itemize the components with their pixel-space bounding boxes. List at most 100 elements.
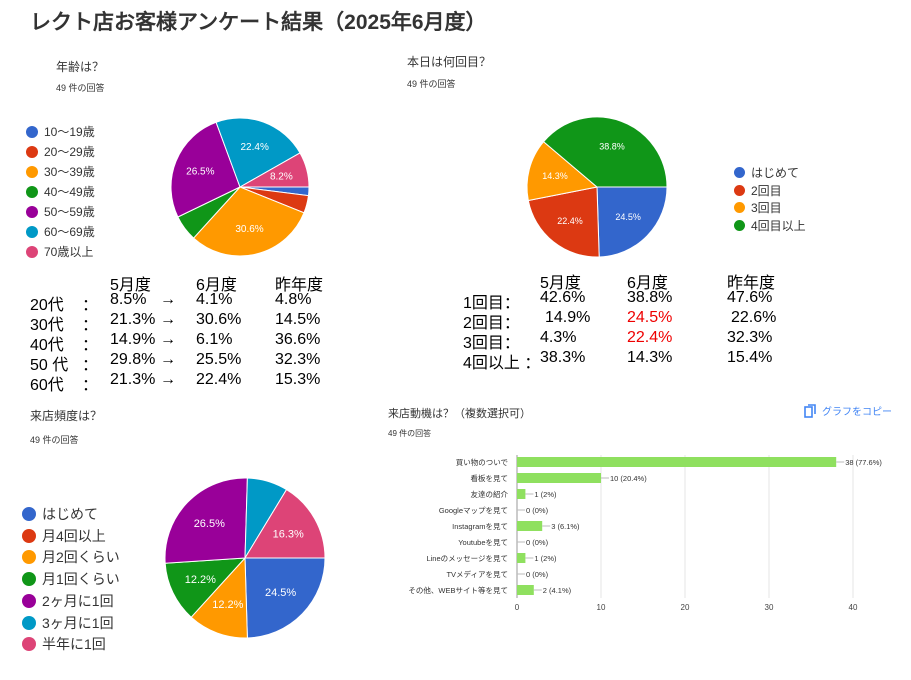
- frequency-pie-slice: [164, 557, 247, 618]
- legend-label: 3回目: [751, 201, 782, 215]
- legend-dot-icon: [22, 615, 36, 630]
- frequency-pie-slice-label: 24.5%: [265, 587, 296, 599]
- row-label: 2回目：: [463, 315, 520, 332]
- frequency-pie-slice: [190, 556, 248, 639]
- legend-label: 60〜69歳: [44, 225, 95, 239]
- age-pie-slice: [238, 152, 310, 188]
- table-header: 昨年度: [275, 277, 324, 294]
- frequency-pie-slice: [164, 477, 248, 564]
- may-value: 38.3%: [540, 349, 586, 366]
- frequency-pie-slice: [244, 488, 326, 559]
- visit-pie-slice-label: 38.8%: [599, 141, 625, 151]
- row-colon: ：: [82, 357, 99, 374]
- x-tick-label: 0: [515, 603, 520, 612]
- row-colon: ：: [82, 317, 99, 334]
- visit-pie-slice: [526, 141, 599, 202]
- visit-pie-slice: [527, 186, 600, 258]
- arrow: →: [160, 291, 176, 308]
- arrow: →: [160, 351, 176, 368]
- category-label: Lineのメッセージを見て: [426, 554, 508, 563]
- age-legend-item: 60〜69歳: [26, 223, 95, 240]
- category-label: 看板を見て: [471, 473, 509, 483]
- age-response-count: 49 件の回答: [56, 83, 105, 93]
- frequency-pie-slice-label: 12.2%: [185, 574, 216, 586]
- legend-label: 月2回くらい: [42, 549, 120, 566]
- legend-dot-icon: [734, 184, 745, 196]
- last-year-value: 36.6%: [275, 331, 321, 348]
- bar: [517, 585, 534, 595]
- legend-label: 20〜29歳: [44, 145, 95, 159]
- frequency-legend-item: 半年に1回: [22, 634, 106, 654]
- legend-label: 70歳以上: [44, 245, 94, 259]
- table-header: 5月度: [110, 277, 151, 294]
- legend-dot-icon: [26, 125, 38, 138]
- category-label: その他、WEBサイト等を見て: [408, 585, 508, 595]
- row-label: 60代: [30, 377, 64, 394]
- legend-dot-icon: [22, 507, 36, 521]
- legend-dot-icon: [26, 145, 38, 158]
- row-label: 50 代: [30, 357, 69, 374]
- category-label: 友達の紹介: [471, 489, 509, 499]
- category-label: 買い物のついで: [456, 457, 508, 467]
- age-pie-slice: [170, 121, 241, 218]
- may-value: 21.3%: [110, 311, 156, 328]
- row-label: 20代: [30, 297, 64, 314]
- may-value: 29.8%: [110, 351, 156, 368]
- legend-dot-icon: [26, 225, 38, 238]
- x-tick-label: 10: [597, 603, 606, 612]
- legend-label: 10〜19歳: [44, 125, 95, 139]
- visit-legend-item: 3回目: [734, 199, 782, 216]
- copy-chart-button[interactable]: グラフをコピー: [804, 403, 892, 418]
- age-legend-item: 70歳以上: [26, 243, 93, 260]
- value-label: 3 (6.1%): [551, 522, 580, 531]
- age-legend-item: 20〜29歳: [26, 143, 95, 160]
- may-value: 4.3%: [540, 329, 577, 346]
- may-value: 8.5%: [110, 291, 147, 308]
- frequency-legend-item: 月2回くらい: [22, 547, 120, 567]
- row-colon: ：: [82, 337, 99, 354]
- last-year-value: 14.5%: [275, 311, 321, 328]
- value-label: 10 (20.4%): [610, 474, 647, 483]
- legend-label: 月1回くらい: [42, 571, 120, 588]
- visit-pie-slice-label: 14.3%: [542, 171, 568, 181]
- row-label: 40代: [30, 337, 64, 354]
- june-value: 30.6%: [196, 311, 242, 328]
- legend-dot-icon: [734, 219, 745, 231]
- frequency-pie-slice-label: 16.3%: [273, 528, 304, 540]
- frequency-pie-slice: [244, 557, 326, 639]
- june-value: 14.3%: [627, 349, 673, 366]
- table-header: 昨年度: [727, 275, 776, 292]
- legend-label: 40〜49歳: [44, 185, 95, 199]
- age-legend-item: 50〜59歳: [26, 203, 95, 220]
- bar: [517, 457, 837, 467]
- legend-dot-icon: [22, 528, 36, 543]
- motive-response-count: 49 件の回答: [388, 429, 432, 438]
- row-colon: ：: [82, 297, 99, 314]
- june-value: 25.5%: [196, 351, 242, 368]
- table-header: 5月度: [540, 275, 581, 292]
- june-value: 22.4%: [627, 329, 673, 346]
- legend-dot-icon: [22, 572, 36, 587]
- may-value: 14.9%: [110, 331, 156, 348]
- visit-legend-item: はじめて: [734, 164, 799, 181]
- frequency-pie-slice-label: 12.2%: [212, 599, 243, 611]
- visit-pie-slice: [596, 186, 668, 258]
- value-label: 0 (0%): [526, 538, 549, 547]
- value-label: 1 (2%): [534, 490, 557, 499]
- legend-label: 30〜39歳: [44, 165, 95, 179]
- row-label: 3回目：: [463, 335, 520, 352]
- value-label: 1 (2%): [534, 554, 557, 563]
- last-year-value: 15.4%: [727, 349, 773, 366]
- age-question-title: 年齢は？: [56, 60, 105, 74]
- table-header: 6月度: [196, 277, 237, 294]
- june-value: 4.1%: [196, 291, 233, 308]
- legend-label: 50〜59歳: [44, 205, 95, 219]
- june-value: 6.1%: [196, 331, 233, 348]
- bar: [517, 553, 526, 563]
- frequency-legend-item: はじめて: [22, 504, 98, 524]
- frequency-pie-slice-label: 26.5%: [194, 518, 225, 530]
- age-pie-slice-label: 30.6%: [235, 224, 263, 235]
- visit-response-count: 49 件の回答: [407, 79, 456, 89]
